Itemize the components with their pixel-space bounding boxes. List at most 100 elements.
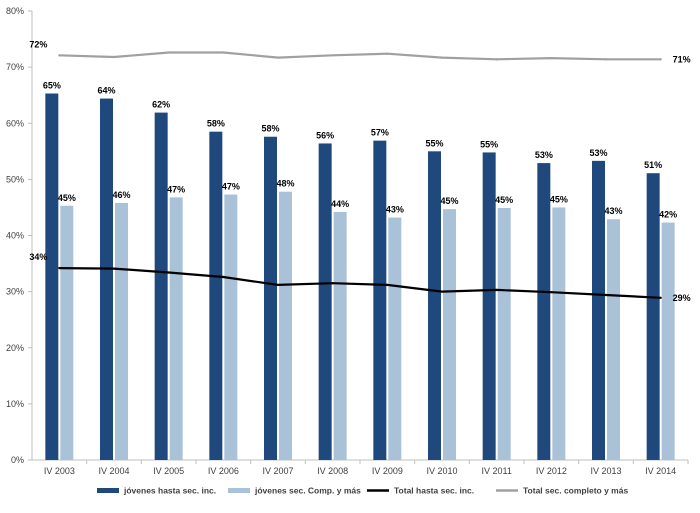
line-point <box>331 54 334 57</box>
x-tick-label: IV 2005 <box>153 466 184 476</box>
x-tick-label: IV 2009 <box>372 466 403 476</box>
bar-data-label: 57% <box>371 128 389 138</box>
series-line <box>59 267 661 299</box>
bar <box>279 191 292 460</box>
legend-swatch <box>228 488 250 493</box>
line-point <box>167 51 170 54</box>
x-tick-label: IV 2007 <box>262 466 293 476</box>
bar <box>318 143 332 460</box>
bar-data-label: 43% <box>386 205 404 215</box>
line-point <box>276 56 280 59</box>
x-tick-label: IV 2014 <box>645 466 676 476</box>
bar-data-label: 51% <box>644 160 662 170</box>
legend-swatch <box>97 488 119 493</box>
bar <box>169 197 183 460</box>
bar-data-label: 44% <box>331 199 349 209</box>
bar-data-label: 45% <box>495 195 513 205</box>
series-line <box>59 51 661 61</box>
bar-data-label: 55% <box>480 139 498 149</box>
line-point <box>386 283 389 286</box>
legend-label: Total sec. completo y más <box>523 486 628 496</box>
line-point <box>276 283 280 286</box>
bar <box>154 112 168 461</box>
line-point <box>440 290 444 293</box>
y-tick-label: 0% <box>11 455 24 465</box>
bar <box>592 160 605 460</box>
bar <box>264 136 277 460</box>
line-point <box>386 52 389 55</box>
line-data-label: 71% <box>673 54 691 64</box>
y-tick-label: 20% <box>6 343 24 353</box>
line-data-label: 72% <box>29 39 47 49</box>
x-tick-label: IV 2003 <box>44 466 75 476</box>
legend-label: jóvenes hasta sec. inc. <box>123 486 216 496</box>
line-point <box>112 267 116 270</box>
bar-data-label: 47% <box>167 184 185 194</box>
line-point <box>659 58 662 61</box>
line-point <box>495 58 498 61</box>
line-point <box>222 51 225 54</box>
line-point <box>604 293 608 297</box>
line-point <box>659 296 662 299</box>
bar <box>115 202 128 460</box>
legend-label: Total hasta sec. inc. <box>394 486 474 496</box>
bar <box>388 217 402 460</box>
x-tick-label: IV 2004 <box>98 466 129 476</box>
bar-data-label: 65% <box>43 81 61 91</box>
line-point <box>112 55 116 59</box>
x-tick-label: IV 2010 <box>426 466 457 476</box>
y-tick-label: 50% <box>6 174 24 184</box>
bar-data-label: 64% <box>97 86 115 96</box>
bar-data-label: 58% <box>261 124 279 134</box>
bar-data-label: 53% <box>589 148 607 158</box>
x-tick-label: IV 2008 <box>317 466 348 476</box>
bar <box>537 163 551 460</box>
x-tick-label: IV 2013 <box>590 466 621 476</box>
y-tick-label: 10% <box>6 399 24 409</box>
bar-data-label: 45% <box>550 194 568 204</box>
bar <box>428 151 441 460</box>
line-data-label: 29% <box>673 293 691 303</box>
bar-data-label: 48% <box>276 179 294 189</box>
y-tick-label: 30% <box>6 287 24 297</box>
y-tick-label: 80% <box>6 6 24 16</box>
bar <box>224 194 238 460</box>
bar <box>497 207 511 460</box>
bar <box>482 152 496 460</box>
bar <box>552 207 566 460</box>
bar-data-label: 42% <box>659 210 677 220</box>
x-tick-label: IV 2011 <box>481 466 511 476</box>
bar-data-label: 45% <box>440 196 458 206</box>
bar <box>661 222 675 460</box>
line-point <box>222 275 225 279</box>
bar-data-label: 46% <box>112 190 130 200</box>
line-point <box>58 266 61 270</box>
bar-data-label: 62% <box>152 100 170 110</box>
line-data-label: 34% <box>29 252 47 262</box>
line-point <box>58 54 61 57</box>
bar-data-label: 58% <box>207 119 225 129</box>
line-point <box>550 291 553 294</box>
y-tick-label: 60% <box>6 118 24 128</box>
bar <box>209 131 223 460</box>
bar-data-label: 45% <box>58 193 76 203</box>
bar <box>45 93 59 460</box>
bar <box>333 211 347 460</box>
x-tick-label: IV 2012 <box>536 466 567 476</box>
bar <box>443 209 456 460</box>
legend-label: jóvenes sec. Comp. y más <box>254 486 361 496</box>
bar-data-label: 53% <box>535 150 553 160</box>
bar-data-label: 55% <box>425 138 443 148</box>
y-tick-label: 40% <box>6 231 24 241</box>
bar <box>60 205 74 460</box>
line-point <box>604 58 608 61</box>
bar-data-label: 56% <box>316 130 334 140</box>
line-point <box>167 271 170 274</box>
line-point <box>550 57 553 60</box>
bar <box>100 98 113 461</box>
bar-data-label: 43% <box>604 206 622 216</box>
x-tick-label: IV 2006 <box>208 466 239 476</box>
bar <box>373 140 387 460</box>
